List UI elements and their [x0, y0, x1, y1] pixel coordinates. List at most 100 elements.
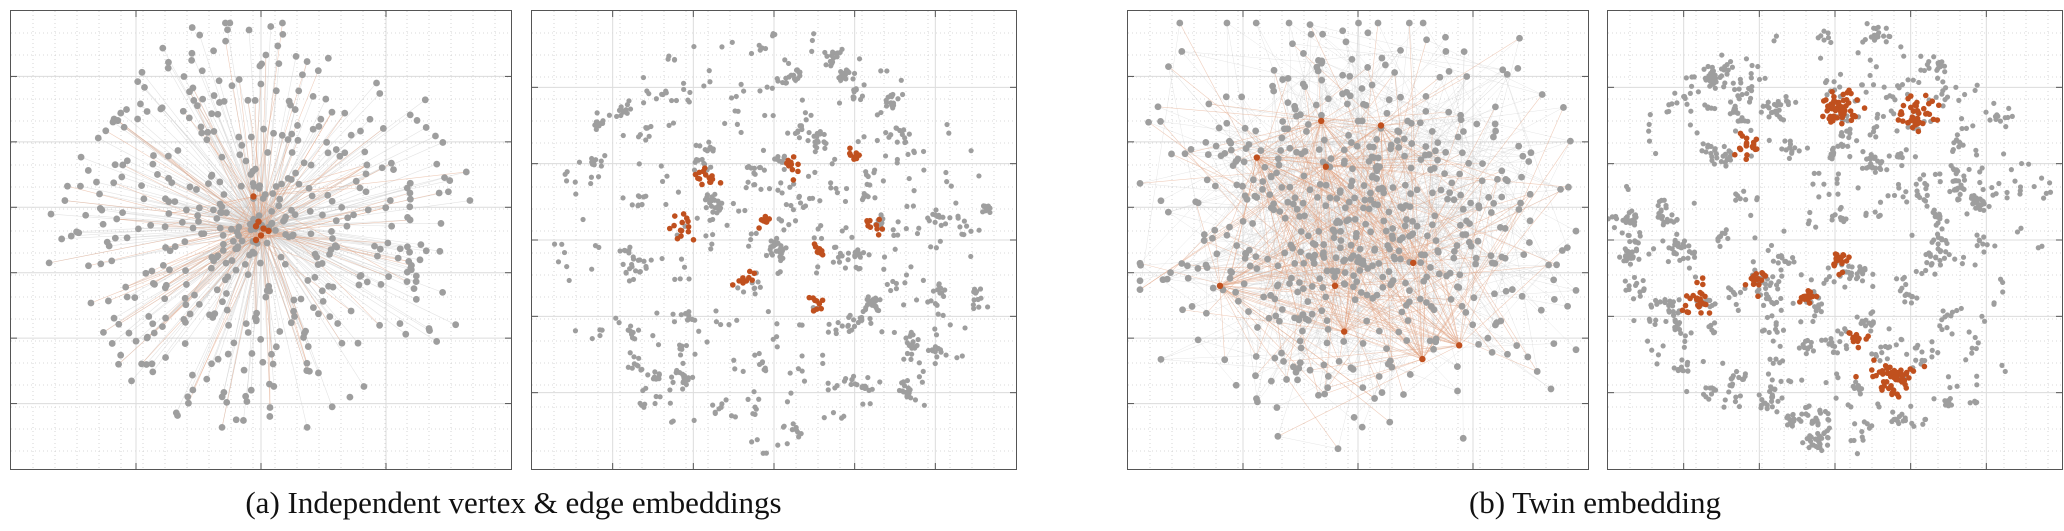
graph-node — [1513, 342, 1521, 349]
embedding-point — [1683, 75, 1689, 81]
graph-node — [1223, 19, 1231, 27]
graph-node — [1424, 232, 1431, 240]
embedding-point — [1670, 299, 1676, 305]
graph-node — [1363, 291, 1371, 299]
graph-node — [384, 239, 392, 247]
embedding-point — [1959, 125, 1965, 132]
graph-node — [422, 247, 430, 255]
graph-node — [1430, 164, 1438, 172]
highlighted-point — [671, 213, 678, 219]
graph-node — [1320, 249, 1327, 256]
embedding-point — [778, 255, 784, 261]
graph-node — [185, 114, 193, 122]
graph-node — [309, 304, 317, 311]
edge — [1494, 141, 1571, 294]
embedding-point — [1983, 109, 1989, 115]
embedding-point — [627, 350, 633, 356]
embedding-point — [1701, 66, 1707, 72]
highlight-edge — [1244, 128, 1423, 360]
highlight-edge — [1438, 273, 1460, 346]
embedding-point — [793, 424, 799, 431]
graph-node — [189, 84, 197, 92]
embedding-point — [851, 70, 858, 77]
embedding-point — [891, 329, 897, 336]
graph-node — [1257, 147, 1265, 154]
highlight-edge — [1371, 156, 1460, 346]
embedding-point — [1700, 141, 1706, 147]
graph-node — [1371, 395, 1379, 402]
embedding-point — [588, 180, 594, 187]
graph-node — [1154, 103, 1162, 111]
graph-node — [1557, 185, 1564, 193]
embedding-point — [627, 244, 633, 250]
graph-node — [1274, 432, 1282, 440]
edge — [256, 66, 261, 223]
graph-node — [1427, 303, 1435, 310]
graph-node — [1484, 334, 1492, 342]
embedding-point — [1779, 395, 1785, 401]
embedding-point — [1980, 241, 1986, 247]
graph-node — [413, 117, 421, 124]
graph-node — [195, 218, 202, 225]
graph-node — [154, 171, 161, 178]
graph-node — [385, 273, 393, 281]
embedding-point — [799, 368, 805, 374]
graph-node — [108, 340, 116, 347]
embedding-point — [1789, 421, 1795, 427]
embedding-point — [821, 415, 827, 421]
graph-node — [1340, 146, 1348, 154]
embedding-point — [1646, 128, 1652, 134]
graph-node — [226, 19, 234, 27]
graph-node — [311, 250, 319, 258]
embedding-point — [915, 336, 921, 343]
embedding-point — [1848, 437, 1854, 444]
graph-node — [1347, 364, 1355, 372]
graph-node — [1254, 324, 1261, 331]
embedding-point — [1972, 262, 1978, 268]
edge — [1316, 66, 1561, 190]
embedding-point — [916, 374, 922, 380]
highlighted-point — [812, 244, 819, 250]
embedding-point — [1778, 102, 1784, 108]
highlight-edge — [165, 235, 262, 248]
embedding-point — [943, 169, 949, 176]
embedding-point — [1823, 379, 1829, 386]
graph-node — [1296, 213, 1304, 220]
embedding-point — [1665, 258, 1671, 265]
graph-node — [190, 97, 198, 104]
embedding-point — [774, 321, 780, 327]
embedding-point — [1686, 265, 1693, 271]
embedding-point — [1666, 245, 1672, 251]
graph-node — [1200, 231, 1208, 238]
edge — [1321, 61, 1542, 311]
graph-node — [171, 243, 179, 250]
embedding-point — [667, 387, 673, 393]
graph-node — [1163, 275, 1171, 283]
embedding-point — [1962, 91, 1968, 98]
highlighted-point — [717, 180, 724, 186]
embedding-point — [1979, 313, 1985, 319]
graph-node — [1357, 289, 1365, 296]
embedding-point — [1764, 406, 1770, 412]
graph-node — [1272, 312, 1280, 320]
graph-node — [277, 253, 285, 261]
highlight-edge — [1139, 166, 1326, 184]
graph-node — [1443, 272, 1450, 280]
embedding-point — [1868, 328, 1874, 334]
embedding-point — [832, 156, 838, 162]
graph-node — [441, 174, 448, 182]
edge — [168, 62, 261, 223]
graph-node — [278, 131, 286, 139]
embedding-point — [1780, 327, 1787, 333]
graph-node — [1406, 287, 1413, 294]
edge — [1394, 72, 1437, 339]
embedding-point — [1783, 94, 1789, 100]
graph-node — [1401, 222, 1409, 230]
graph-node — [328, 227, 335, 235]
embedding-point — [1868, 151, 1874, 158]
graph-node — [45, 259, 53, 267]
embedding-point — [811, 235, 817, 241]
embedding-point — [613, 315, 619, 321]
edge — [1226, 234, 1315, 264]
graph-node — [1401, 181, 1409, 189]
